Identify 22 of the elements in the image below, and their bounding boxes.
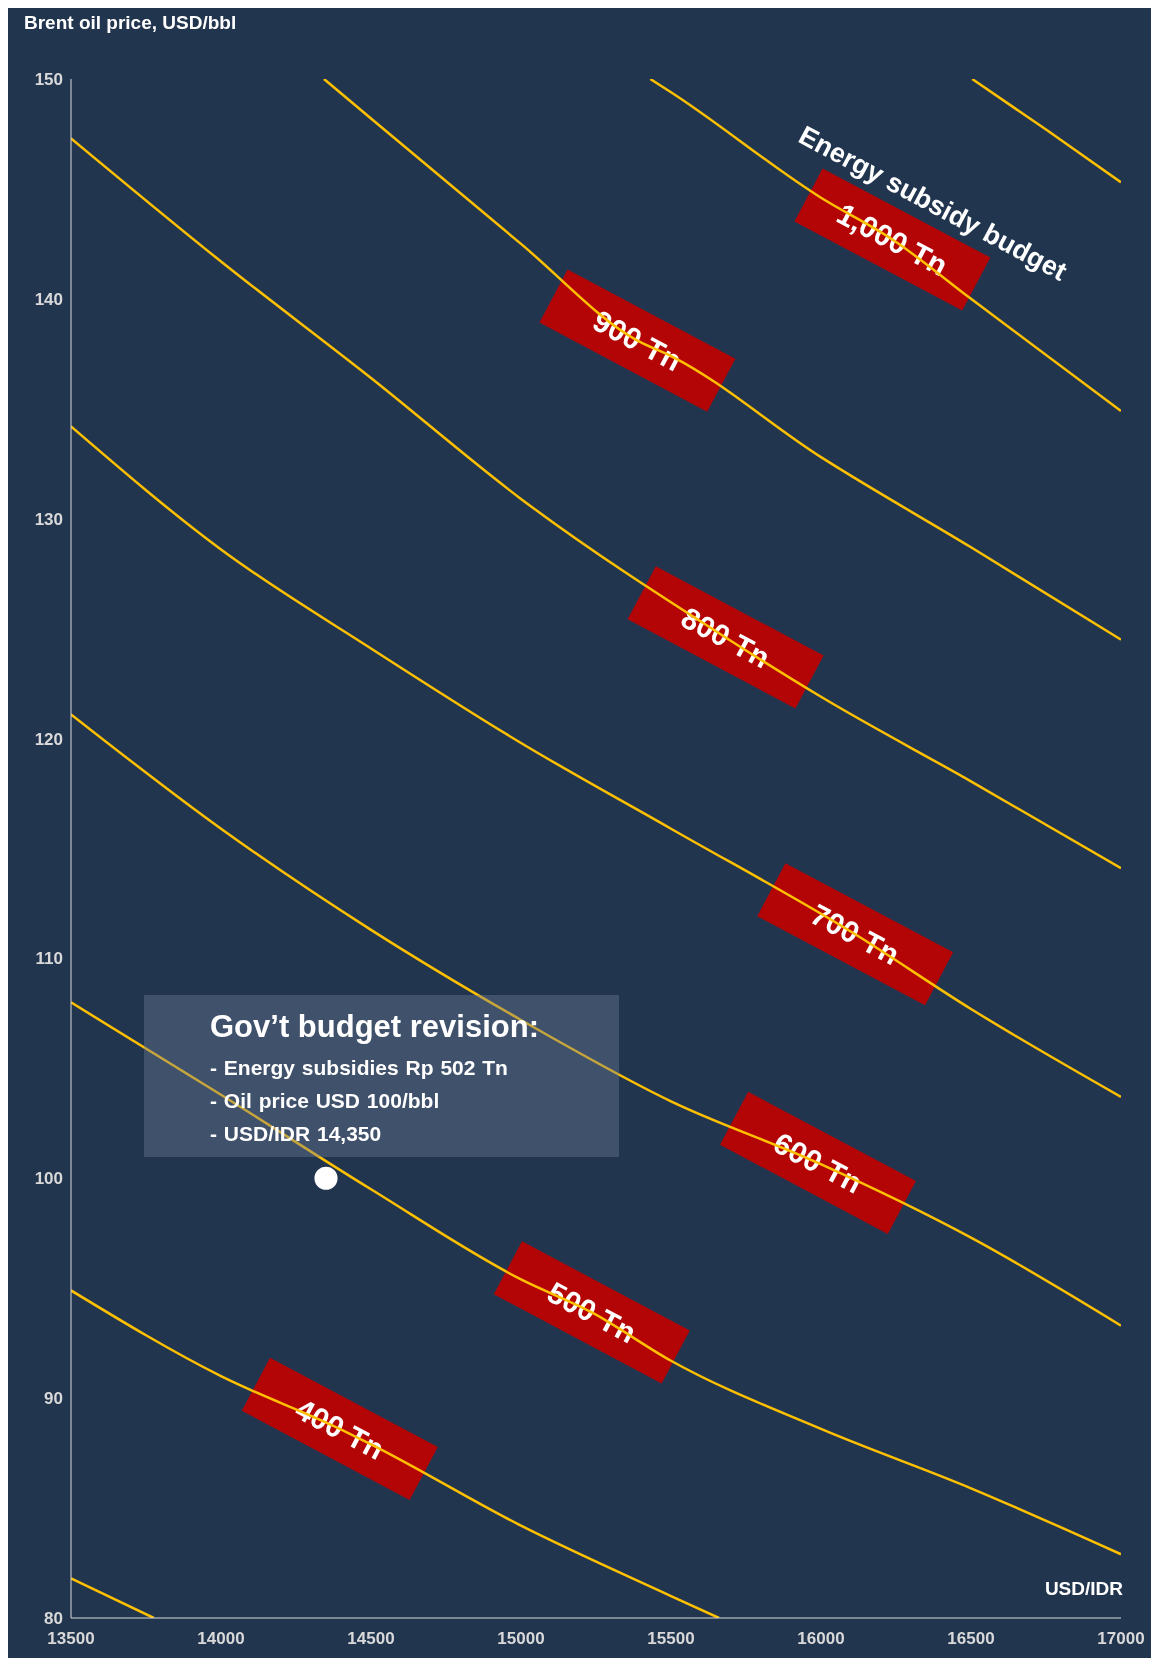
- line-series: [649, 79, 1121, 413]
- y-tick-label: 100: [34, 1169, 63, 1189]
- y-tick-label: 150: [34, 70, 63, 90]
- y-tick-label: 130: [34, 509, 63, 529]
- x-tick-label: 16000: [797, 1629, 845, 1649]
- line-series: [71, 1001, 1121, 1556]
- y-tick-label: 90: [44, 1389, 63, 1409]
- y-tick-label: 110: [35, 949, 63, 969]
- y-tick-label: 140: [34, 289, 63, 309]
- y-tick-label: 120: [34, 729, 63, 749]
- y-tick-label: 80: [44, 1609, 63, 1629]
- annotation: Gov’t budget revision:: [210, 1009, 539, 1044]
- x-axis-title: USD/IDR: [1044, 1578, 1123, 1599]
- x-tick-label: 13500: [47, 1629, 95, 1649]
- x-tick-label: 14000: [197, 1629, 245, 1649]
- annotation: - Energy subsidies Rp 502 Tn: [210, 1056, 508, 1079]
- x-tick-label: 15000: [497, 1629, 545, 1649]
- x-tick-label: 15500: [647, 1629, 695, 1649]
- x-tick-label: 17000: [1097, 1629, 1145, 1649]
- y-axis-title: Brent oil price, USD/bbl: [24, 12, 237, 33]
- x-tick-label: 14500: [347, 1629, 395, 1649]
- x-tick-label: 16500: [947, 1629, 995, 1649]
